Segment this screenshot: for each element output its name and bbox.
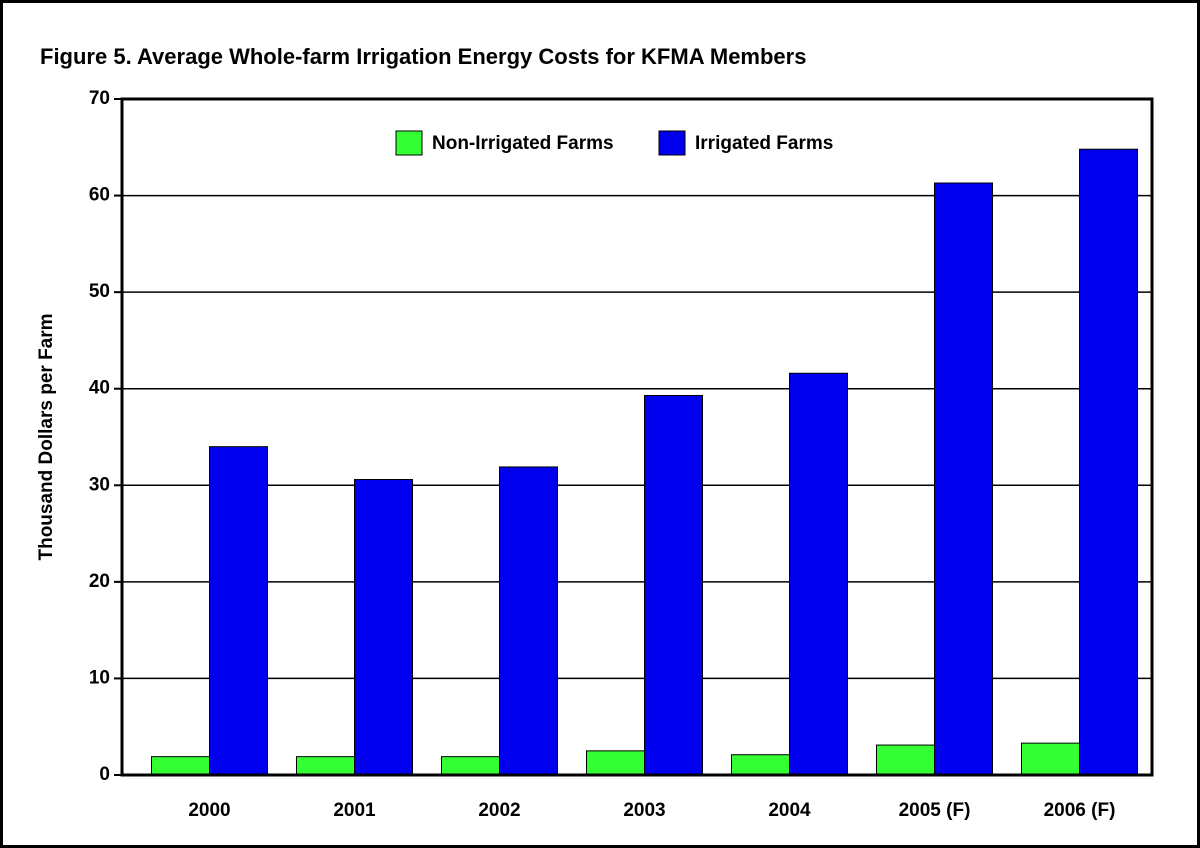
y-tick-label: 50: [89, 281, 110, 302]
y-tick-label: 60: [89, 185, 110, 206]
bar: [1021, 742, 1080, 776]
bar: [789, 372, 848, 776]
legend-label: Irrigated Farms: [695, 133, 833, 154]
x-tick-label: 2001: [333, 800, 376, 821]
bar: [499, 466, 558, 776]
y-tick-label: 40: [89, 378, 110, 399]
bar: [354, 478, 413, 776]
x-tick-label: 2006 (F): [1044, 800, 1116, 821]
legend-label: Non-Irrigated Farms: [432, 133, 614, 154]
x-tick-label: 2002: [478, 800, 520, 821]
bar: [441, 756, 500, 776]
y-tick-label: 20: [89, 571, 110, 592]
bar: [934, 182, 993, 776]
bar: [586, 750, 645, 776]
y-tick-label: 0: [99, 764, 110, 785]
plot-border: [120, 97, 1154, 777]
bar: [876, 744, 935, 776]
y-tick-label: 30: [89, 474, 110, 495]
plot-area: [122, 99, 1152, 775]
bar: [296, 756, 355, 776]
bar: [731, 754, 790, 776]
bar: [1079, 148, 1138, 776]
bar: [151, 756, 210, 776]
x-tick-label: 2004: [768, 800, 811, 821]
legend-swatch: [395, 130, 423, 156]
y-tick-label: 70: [89, 88, 110, 109]
legend-swatch: [658, 130, 686, 156]
x-tick-label: 2003: [623, 800, 665, 821]
bar: [644, 394, 703, 776]
x-tick-label: 2005 (F): [899, 800, 971, 821]
bar: [209, 446, 268, 776]
x-tick-label: 2000: [188, 800, 230, 821]
chart-title: Figure 5. Average Whole-farm Irrigation …: [40, 44, 806, 69]
y-axis-label: Thousand Dollars per Farm: [36, 313, 57, 560]
y-tick-label: 10: [89, 667, 110, 688]
